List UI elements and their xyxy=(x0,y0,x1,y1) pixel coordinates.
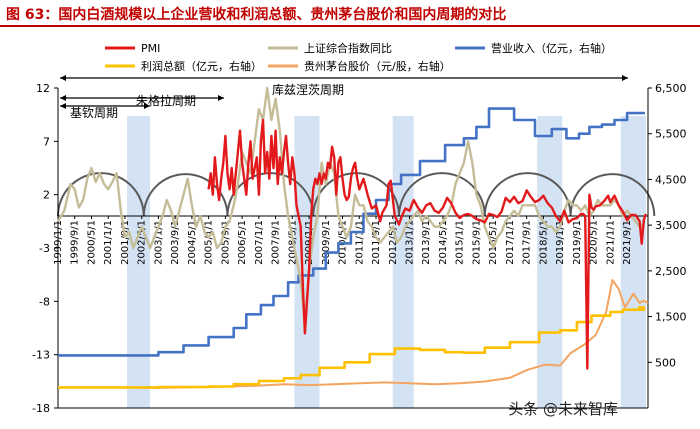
cycle-arc xyxy=(569,173,656,217)
x-tick-label: 2001/9/1 xyxy=(120,220,131,265)
x-tick-label: 2009/9/1 xyxy=(321,220,332,265)
x-tick-label: 2007/1/1 xyxy=(254,220,265,265)
left-axis-ticks: 12 7 2 -3 -8 -13 -18 xyxy=(32,82,58,415)
x-tick-label: 2005/1/1 xyxy=(204,220,215,265)
arrow-head-left xyxy=(60,95,66,101)
shaded-period xyxy=(620,116,646,408)
arrow-head-right xyxy=(218,95,224,101)
legend-label: 贵州茅台股价（元/股，右轴） xyxy=(304,59,451,73)
x-tick-label: 2007/9/1 xyxy=(271,220,282,265)
left-tick-label: -13 xyxy=(32,349,50,362)
series-layer xyxy=(56,86,649,389)
cycle-annotations: 基钦周期 朱格拉周期 库兹涅茨周期 xyxy=(60,75,628,120)
left-tick-label: 12 xyxy=(36,82,50,95)
legend-label: 利润总额（亿元，右轴） xyxy=(141,59,262,73)
series-line-1 xyxy=(56,86,645,324)
x-tick-label: 2019/9/1 xyxy=(572,220,583,265)
legend: PMI 上证综合指数同比 营业收入（亿元，右轴） 利润总额（亿元，右轴） 贵州茅台股价（… xyxy=(105,41,612,73)
cycle-arc xyxy=(483,172,572,217)
right-tick-label: 6,500 xyxy=(655,82,687,95)
x-axis-ticks: 1999/1/1 1999/9/1 2000/5/1 2001/1/1 2001/9/1… xyxy=(53,216,633,265)
right-tick-label: 4,500 xyxy=(655,173,687,186)
x-tick-label: 2003/9/1 xyxy=(170,220,181,265)
arrow-head-right xyxy=(622,75,628,81)
series-line-0 xyxy=(207,118,648,370)
x-tick-label: 2000/5/1 xyxy=(86,220,97,265)
series-line-3 xyxy=(58,306,646,389)
x-tick-label: 2021/9/1 xyxy=(622,220,633,265)
x-tick-label: 1999/9/1 xyxy=(70,220,81,265)
right-tick-label: 500 xyxy=(655,356,676,369)
shaded-period xyxy=(127,116,151,408)
left-tick-label: -3 xyxy=(39,242,50,255)
x-tick-label: 2017/1/1 xyxy=(505,220,516,265)
left-tick-label: -8 xyxy=(39,295,50,308)
series-line-4 xyxy=(124,279,649,389)
right-axis-ticks: 6,500 5,500 4,500 3,500 2,500 1,500 500 xyxy=(648,82,687,369)
left-tick-label: 7 xyxy=(43,135,50,148)
x-tick-label: 2002/5/1 xyxy=(137,220,148,265)
x-tick-label: 2006/5/1 xyxy=(237,220,248,265)
arrow-head-right xyxy=(144,103,150,109)
watermark: 头条 @未来智库 xyxy=(508,400,618,418)
x-tick-label: 2014/5/1 xyxy=(438,220,449,265)
x-tick-label: 2004/5/1 xyxy=(187,220,198,265)
watermark-text: 头条 @未来智库 xyxy=(508,400,618,418)
x-tick-label: 2020/5/1 xyxy=(589,220,600,265)
cycle-arc xyxy=(398,172,486,217)
x-tick-label: 2011/1/1 xyxy=(354,220,365,265)
x-tick-label: 2016/5/1 xyxy=(488,220,499,265)
arrow-head-left xyxy=(60,75,66,81)
x-tick-label: 2015/1/1 xyxy=(455,220,466,265)
x-tick-label: 2015/9/1 xyxy=(471,220,482,265)
shaded-period xyxy=(294,116,320,408)
x-tick-label: 2011/9/1 xyxy=(371,220,382,265)
x-tick-label: 2017/9/1 xyxy=(522,220,533,265)
legend-label: 上证综合指数同比 xyxy=(304,41,392,55)
title-underline xyxy=(0,25,700,27)
left-tick-label: 2 xyxy=(43,189,50,202)
legend-label: 营业收入（亿元，右轴） xyxy=(491,41,612,55)
shaded-period xyxy=(537,116,563,408)
x-tick-label: 2005/9/1 xyxy=(220,220,231,265)
cycle-arc xyxy=(142,173,229,217)
right-tick-label: 3,500 xyxy=(655,219,687,232)
legend-label: PMI xyxy=(141,42,160,55)
annotation-label: 朱格拉周期 xyxy=(136,93,196,108)
x-tick-label: 2013/1/1 xyxy=(404,220,415,265)
x-tick-label: 1999/1/1 xyxy=(53,220,64,265)
right-tick-label: 5,500 xyxy=(655,128,687,141)
x-tick-label: 2019/1/1 xyxy=(555,220,566,265)
figure-title: 图 63：国内白酒规模以上企业营收和利润总额、贵州茅台股价和国内周期的对比 xyxy=(6,7,507,23)
x-tick-label: 2003/1/1 xyxy=(153,220,164,265)
recession-shading xyxy=(127,116,646,408)
left-tick-label: -18 xyxy=(32,402,50,415)
x-tick-label: 2013/9/1 xyxy=(421,220,432,265)
arrow-head-left xyxy=(60,103,66,109)
right-tick-label: 2,500 xyxy=(655,265,687,278)
x-tick-label: 2018/5/1 xyxy=(538,220,549,265)
annotation-label: 库兹涅茨周期 xyxy=(272,82,344,97)
x-tick-label: 2001/1/1 xyxy=(103,220,114,265)
annotation-label: 基钦周期 xyxy=(70,106,118,120)
x-tick-label: 2021/1/1 xyxy=(605,220,616,265)
right-tick-label: 1,500 xyxy=(655,311,687,324)
x-tick-label: 2012/5/1 xyxy=(388,220,399,265)
